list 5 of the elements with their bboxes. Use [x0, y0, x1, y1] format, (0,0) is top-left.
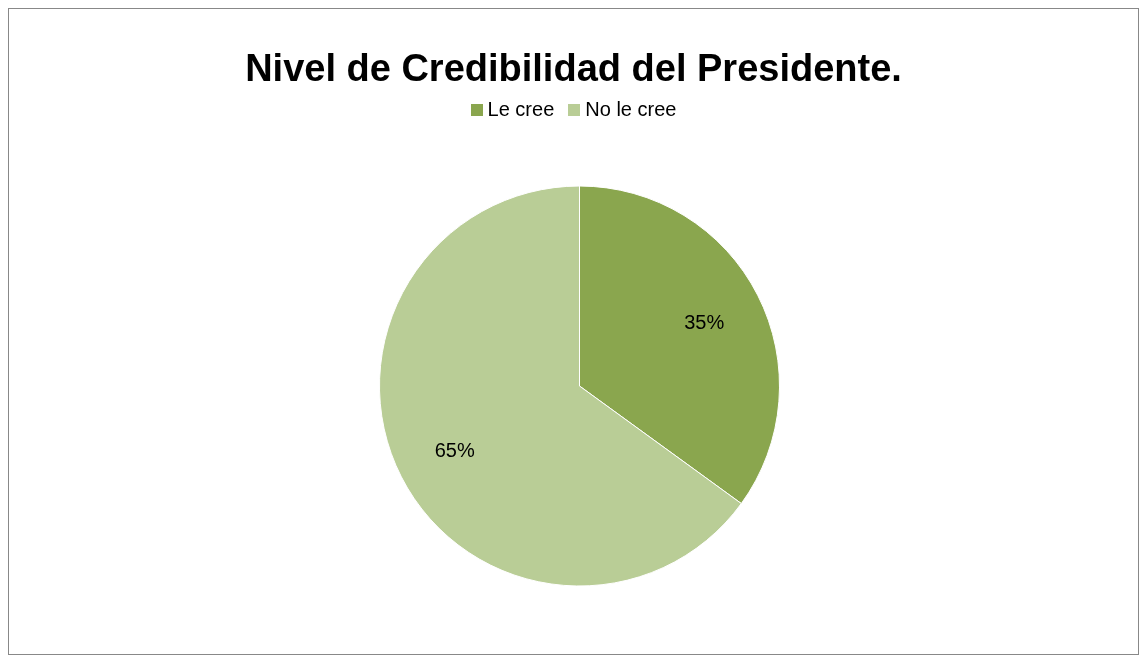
data-label: 65% — [434, 438, 475, 461]
legend-label: Le cree — [487, 98, 555, 121]
chart-title: Nivel de Credibilidad del Presidente. — [244, 46, 903, 90]
data-label: 35% — [684, 311, 725, 334]
legend-label: No le cree — [585, 98, 677, 121]
